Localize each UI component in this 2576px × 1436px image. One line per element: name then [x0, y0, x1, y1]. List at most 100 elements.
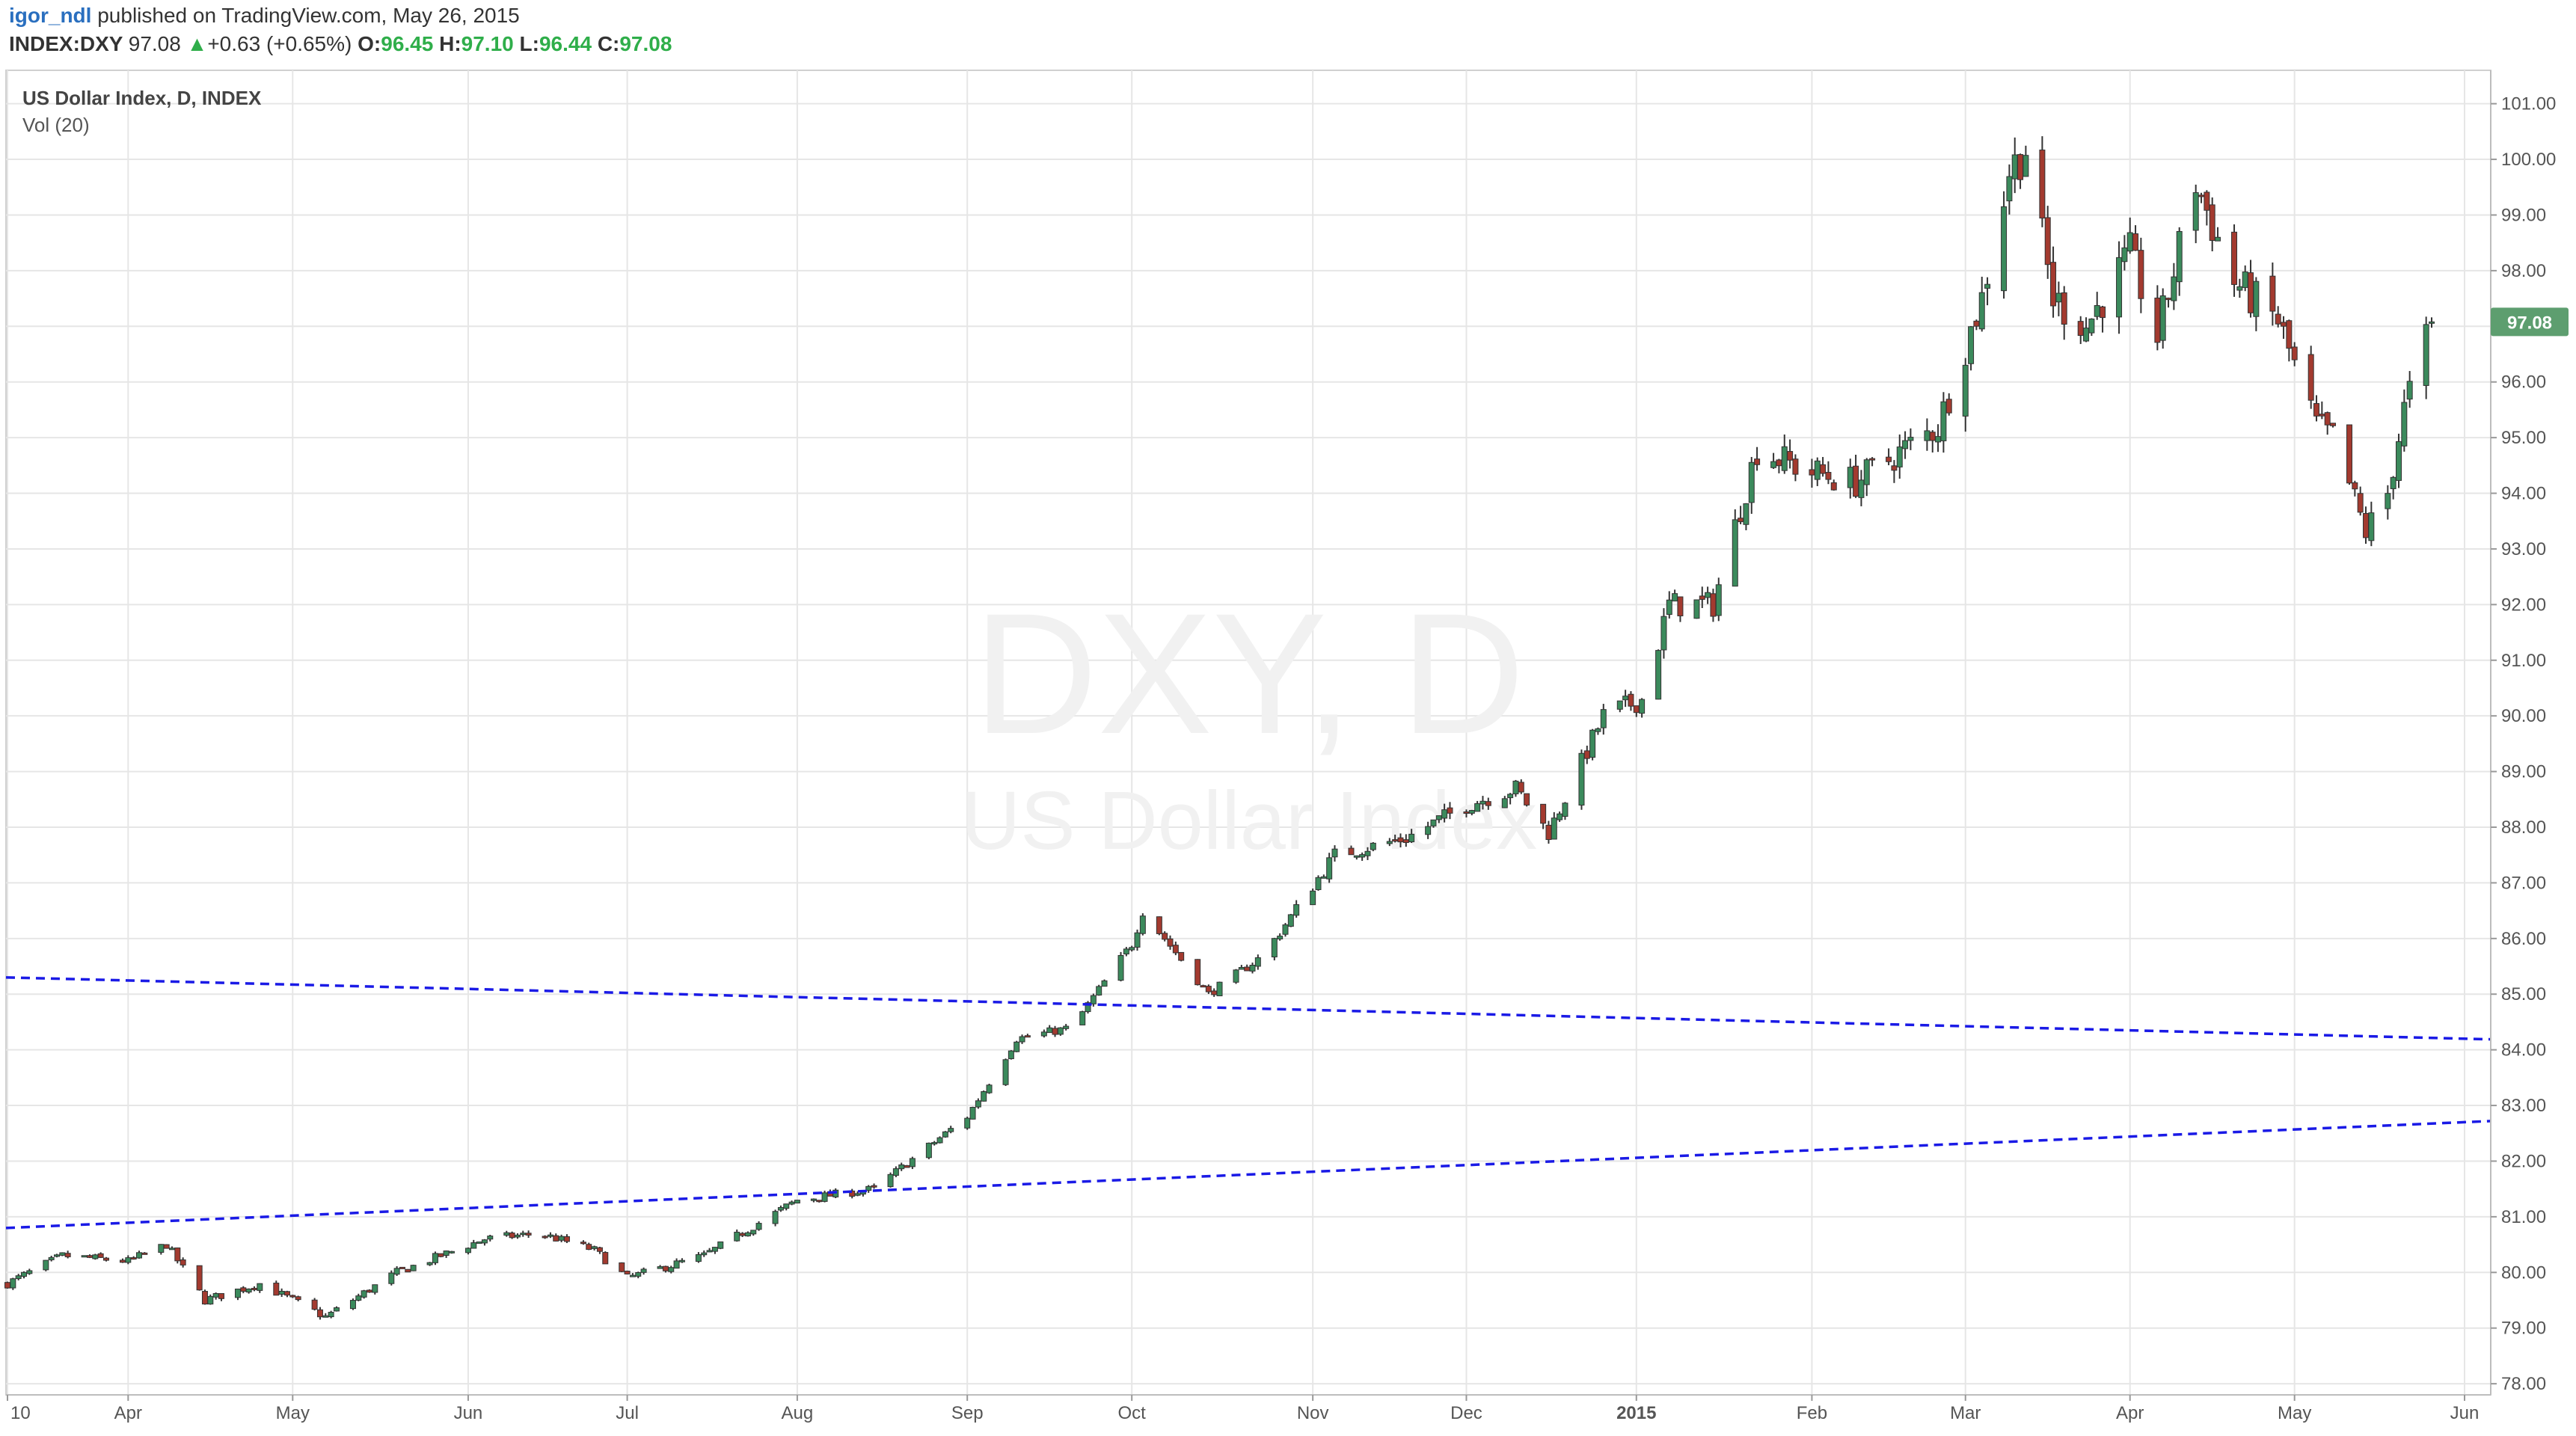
- price-tick-label: 87.00: [2501, 873, 2546, 893]
- candle-up: [942, 1131, 948, 1138]
- candle-down: [2039, 150, 2046, 219]
- candle-up: [711, 1247, 718, 1252]
- symbol-name[interactable]: INDEX:DXY: [9, 32, 123, 55]
- candle-up: [1578, 752, 1585, 806]
- candle-up: [520, 1233, 527, 1236]
- candle-down: [1397, 837, 1404, 843]
- candle-up: [783, 1203, 790, 1209]
- candle-down: [2307, 354, 2314, 401]
- candle-up: [1310, 890, 1316, 906]
- candle-up: [1096, 986, 1103, 995]
- candle-up: [1139, 915, 1146, 934]
- candle-down: [1402, 839, 1409, 844]
- candle-up: [48, 1256, 55, 1260]
- price-tick-label: 81.00: [2501, 1207, 2546, 1227]
- candle-down: [904, 1165, 910, 1168]
- candle-down: [1485, 801, 1491, 806]
- candle-down: [1792, 458, 1799, 475]
- candle-up: [125, 1257, 132, 1263]
- candle-up: [487, 1236, 494, 1240]
- trendline-dashed[interactable]: [5, 1120, 2491, 1230]
- candle-down: [2198, 194, 2205, 197]
- candle-up: [388, 1272, 395, 1284]
- candle-up: [393, 1268, 400, 1275]
- candle-up: [865, 1185, 872, 1191]
- candle-up: [629, 1274, 636, 1277]
- price-axis[interactable]: 78.00 79.00 80.00 81.00 82.00 83.00 84.00 85.00…: [2491, 94, 2556, 1394]
- candle-up: [1743, 503, 1749, 525]
- candle-up: [2011, 154, 2018, 180]
- candle-up: [1129, 947, 1135, 951]
- candle-up: [2126, 232, 2133, 252]
- time-axis[interactable]: 10 Apr May Jun Jul Aug Sep Oct Nov Dec 2015 Feb Mar A…: [7, 1395, 2479, 1423]
- candle-down: [2330, 423, 2337, 426]
- high-value: 97.10: [461, 32, 514, 55]
- candle-up: [1085, 1002, 1091, 1013]
- candle-up: [322, 1315, 329, 1318]
- time-tick-label: Jun: [454, 1403, 483, 1423]
- candle-down: [2165, 298, 2172, 301]
- candle-up: [1507, 794, 1514, 799]
- candle-up: [701, 1252, 708, 1256]
- candle-down: [196, 1265, 203, 1291]
- candle-up: [2215, 236, 2221, 242]
- candle-up: [1551, 817, 1557, 840]
- candle-up: [1858, 479, 1865, 498]
- candle-down: [283, 1291, 290, 1296]
- candle-up: [1134, 932, 1141, 948]
- candle-up: [1557, 813, 1563, 820]
- candle-up: [1468, 810, 1475, 814]
- candle-down: [1545, 824, 1552, 841]
- trendline-dashed[interactable]: [5, 976, 2491, 1041]
- candle-down: [1156, 916, 1162, 934]
- candle-down: [563, 1236, 570, 1242]
- candle-up: [1386, 841, 1393, 844]
- candle-down: [141, 1252, 148, 1255]
- candle-up: [1320, 876, 1327, 879]
- candle-up: [1117, 954, 1124, 981]
- last-price: 97.08: [128, 32, 181, 55]
- candle-down: [580, 1242, 586, 1245]
- candle-up: [2001, 206, 2008, 292]
- candle-up: [854, 1193, 861, 1196]
- candle-down: [1205, 986, 1212, 992]
- candle-up: [1441, 809, 1448, 819]
- author-link[interactable]: igor_ndl: [9, 4, 92, 27]
- candle-down: [1776, 459, 1782, 467]
- candle-down: [1754, 458, 1761, 465]
- candle-up: [1008, 1050, 1014, 1060]
- candle-down: [240, 1287, 247, 1292]
- candle-up: [2242, 271, 2248, 288]
- price-tick-label: 94.00: [2501, 484, 2546, 504]
- candle-down: [2281, 322, 2287, 327]
- candle-up: [1326, 857, 1333, 880]
- candle-down: [163, 1244, 170, 1249]
- candle-up: [349, 1300, 356, 1310]
- time-tick-label: Jul: [616, 1403, 639, 1423]
- candle-down: [86, 1255, 93, 1258]
- candle-up: [1040, 1031, 1047, 1037]
- candle-up: [1622, 696, 1629, 701]
- candle-up: [1978, 292, 1985, 330]
- watermark: DXY, D US Dollar Index: [961, 577, 1537, 867]
- candle-up: [936, 1137, 943, 1144]
- candle-up: [969, 1107, 976, 1120]
- candle-down: [1853, 465, 1859, 497]
- candle-down: [662, 1265, 669, 1271]
- candle-down: [1052, 1028, 1058, 1035]
- candle-up: [777, 1206, 784, 1211]
- candle-up: [640, 1268, 647, 1273]
- candle-down: [1677, 596, 1684, 616]
- candle-up: [1639, 699, 1646, 714]
- candle-up: [1057, 1027, 1064, 1035]
- trendlines[interactable]: [5, 976, 2491, 1230]
- candle-up: [744, 1232, 751, 1237]
- high-label: H:: [439, 32, 461, 55]
- candle-up: [1474, 803, 1481, 812]
- candle-up: [1655, 650, 1662, 700]
- candle-up: [1666, 599, 1672, 616]
- candle-up: [135, 1252, 142, 1259]
- candle-down: [816, 1200, 823, 1203]
- low-label: L:: [519, 32, 539, 55]
